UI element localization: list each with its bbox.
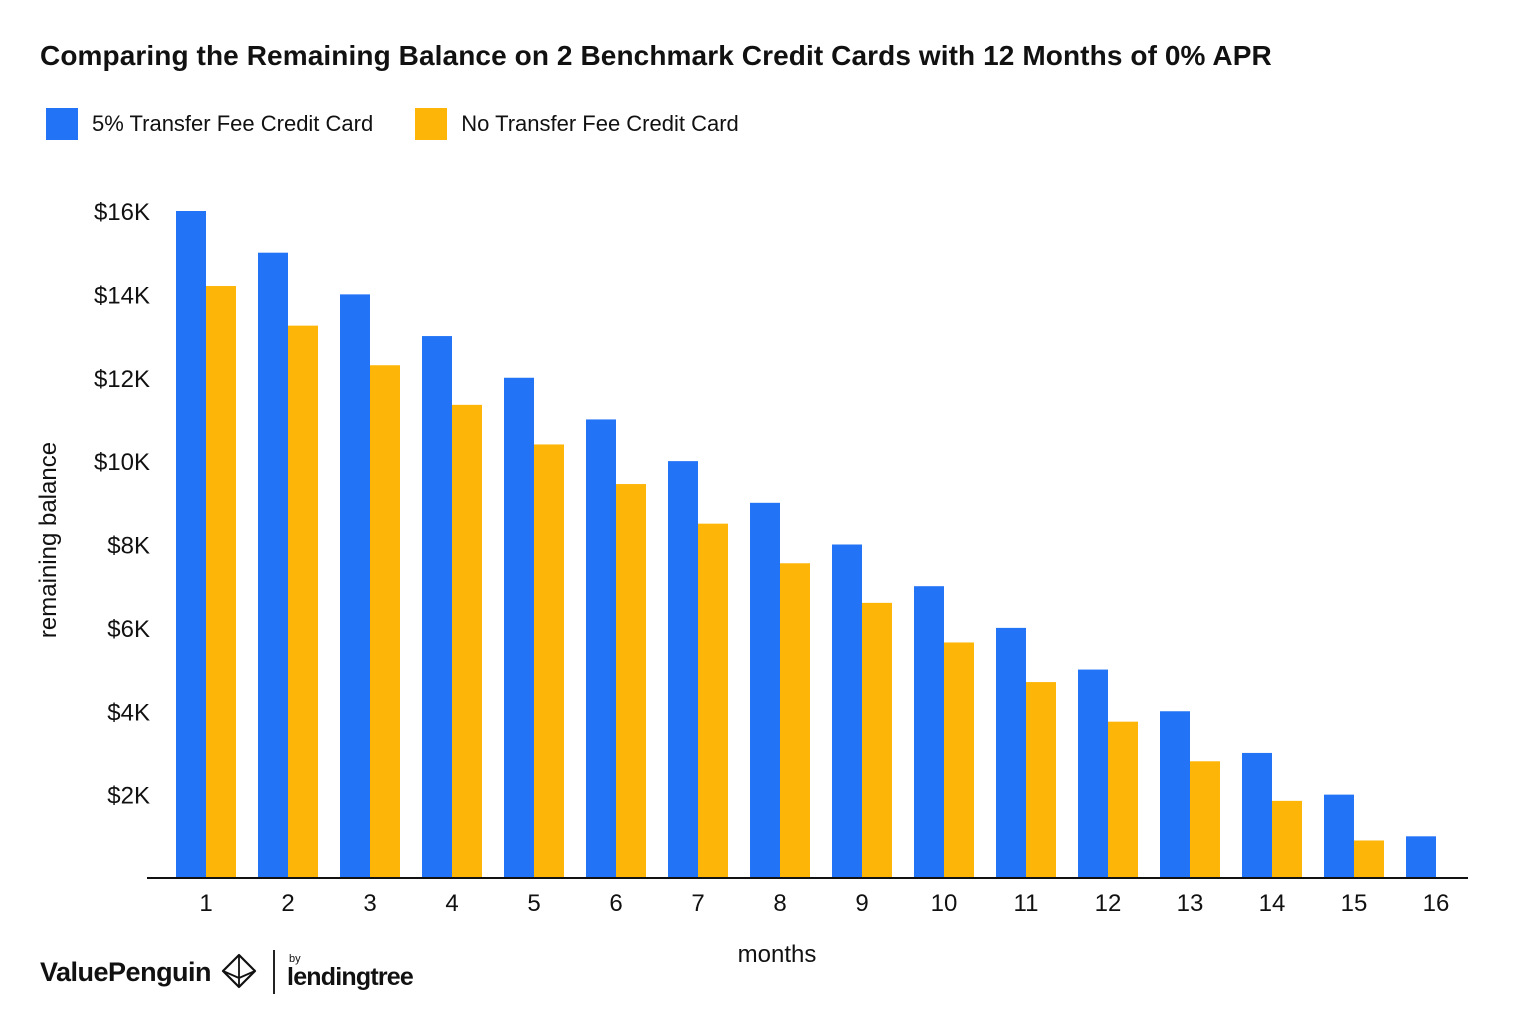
bar-no-fee-month-14 (1272, 800, 1302, 878)
y-axis-label: remaining balance (35, 442, 62, 638)
legend-label: No Transfer Fee Credit Card (461, 111, 739, 136)
x-tick-label: 6 (609, 890, 622, 917)
bar-fee-month-10 (914, 586, 944, 878)
legend-swatch-yellow (415, 108, 448, 140)
x-tick-label: 5 (527, 890, 540, 917)
bar-no-fee-month-7 (698, 523, 728, 878)
bar-fee-month-12 (1078, 669, 1108, 878)
bar-fee-month-13 (1160, 711, 1190, 878)
bar-fee-month-9 (832, 544, 862, 878)
legend-swatch-blue (46, 108, 78, 140)
legend-label: 5% Transfer Fee Credit Card (92, 111, 374, 136)
brand-footer: ValuePenguin by lendingtree (40, 950, 414, 994)
x-tick-label: 16 (1423, 890, 1450, 917)
y-tick-label: $2K (107, 783, 150, 810)
x-tick-label: 12 (1095, 890, 1122, 917)
x-tick-label: 1 (199, 890, 212, 917)
x-tick-label: 8 (773, 890, 786, 917)
bar-fee-month-3 (340, 294, 370, 878)
partner-logo: by lendingtree (287, 953, 414, 991)
brand-by: by (289, 953, 301, 965)
bar-no-fee-month-13 (1190, 761, 1220, 878)
bar-fee-month-6 (586, 419, 616, 878)
bars-layer (176, 211, 1436, 879)
bar-fee-month-11 (996, 627, 1026, 878)
brand-name: ValuePenguin (40, 956, 212, 987)
legend-item-no-transfer-fee: No Transfer Fee Credit Card (415, 108, 739, 140)
bar-no-fee-month-12 (1108, 721, 1138, 878)
x-tick-label: 11 (1014, 890, 1039, 917)
bar-fee-month-14 (1242, 752, 1272, 878)
y-tick-label: $16K (94, 199, 150, 226)
bar-no-fee-month-6 (616, 484, 646, 878)
bar-no-fee-month-4 (452, 404, 482, 878)
bar-no-fee-month-15 (1354, 840, 1384, 878)
x-tick-label: 15 (1341, 890, 1368, 917)
bar-fee-month-16 (1406, 836, 1436, 878)
y-tick-label: $12K (94, 366, 150, 393)
bar-no-fee-month-10 (944, 642, 974, 878)
bar-fee-month-4 (422, 336, 452, 878)
legend-item-transfer-fee: 5% Transfer Fee Credit Card (46, 108, 373, 140)
x-tick-labels: 1 2 3 4 5 6 7 8 9 10 11 12 13 14 15 16 (199, 890, 1449, 917)
penguin-logo-icon (221, 953, 257, 989)
bar-no-fee-month-2 (288, 325, 318, 878)
x-tick-label: 2 (281, 890, 294, 917)
bar-fee-month-7 (668, 461, 698, 878)
x-tick-label: 14 (1259, 890, 1286, 917)
x-tick-label: 7 (691, 890, 704, 917)
y-tick-label: $10K (94, 449, 150, 476)
legend: 5% Transfer Fee Credit Card No Transfer … (46, 108, 781, 140)
bar-fee-month-1 (176, 211, 206, 878)
partner-name: lendingtree (287, 963, 414, 991)
y-tick-labels: $2K $4K $6K $8K $10K $12K $14K $16K (94, 199, 150, 810)
x-tick-label: 10 (931, 890, 958, 917)
bar-no-fee-month-11 (1026, 682, 1056, 878)
brand-divider (273, 950, 276, 994)
bar-no-fee-month-3 (370, 365, 400, 878)
chart-title: Comparing the Remaining Balance on 2 Ben… (40, 40, 1272, 71)
bar-no-fee-month-5 (534, 444, 564, 878)
bar-no-fee-month-1 (206, 286, 236, 879)
y-tick-label: $6K (107, 616, 150, 643)
bar-no-fee-month-9 (862, 602, 892, 878)
bar-fee-month-15 (1324, 794, 1354, 878)
x-tick-label: 3 (363, 890, 376, 917)
bar-no-fee-month-8 (780, 563, 810, 878)
y-tick-label: $8K (107, 533, 150, 560)
bar-fee-month-5 (504, 377, 534, 878)
y-tick-label: $14K (94, 282, 150, 309)
y-tick-label: $4K (107, 699, 150, 726)
x-tick-label: 9 (855, 890, 868, 917)
x-tick-label: 13 (1177, 890, 1204, 917)
x-axis-label: months (738, 941, 817, 968)
x-tick-label: 4 (445, 890, 458, 917)
bar-fee-month-2 (258, 252, 288, 878)
bar-fee-month-8 (750, 502, 780, 878)
